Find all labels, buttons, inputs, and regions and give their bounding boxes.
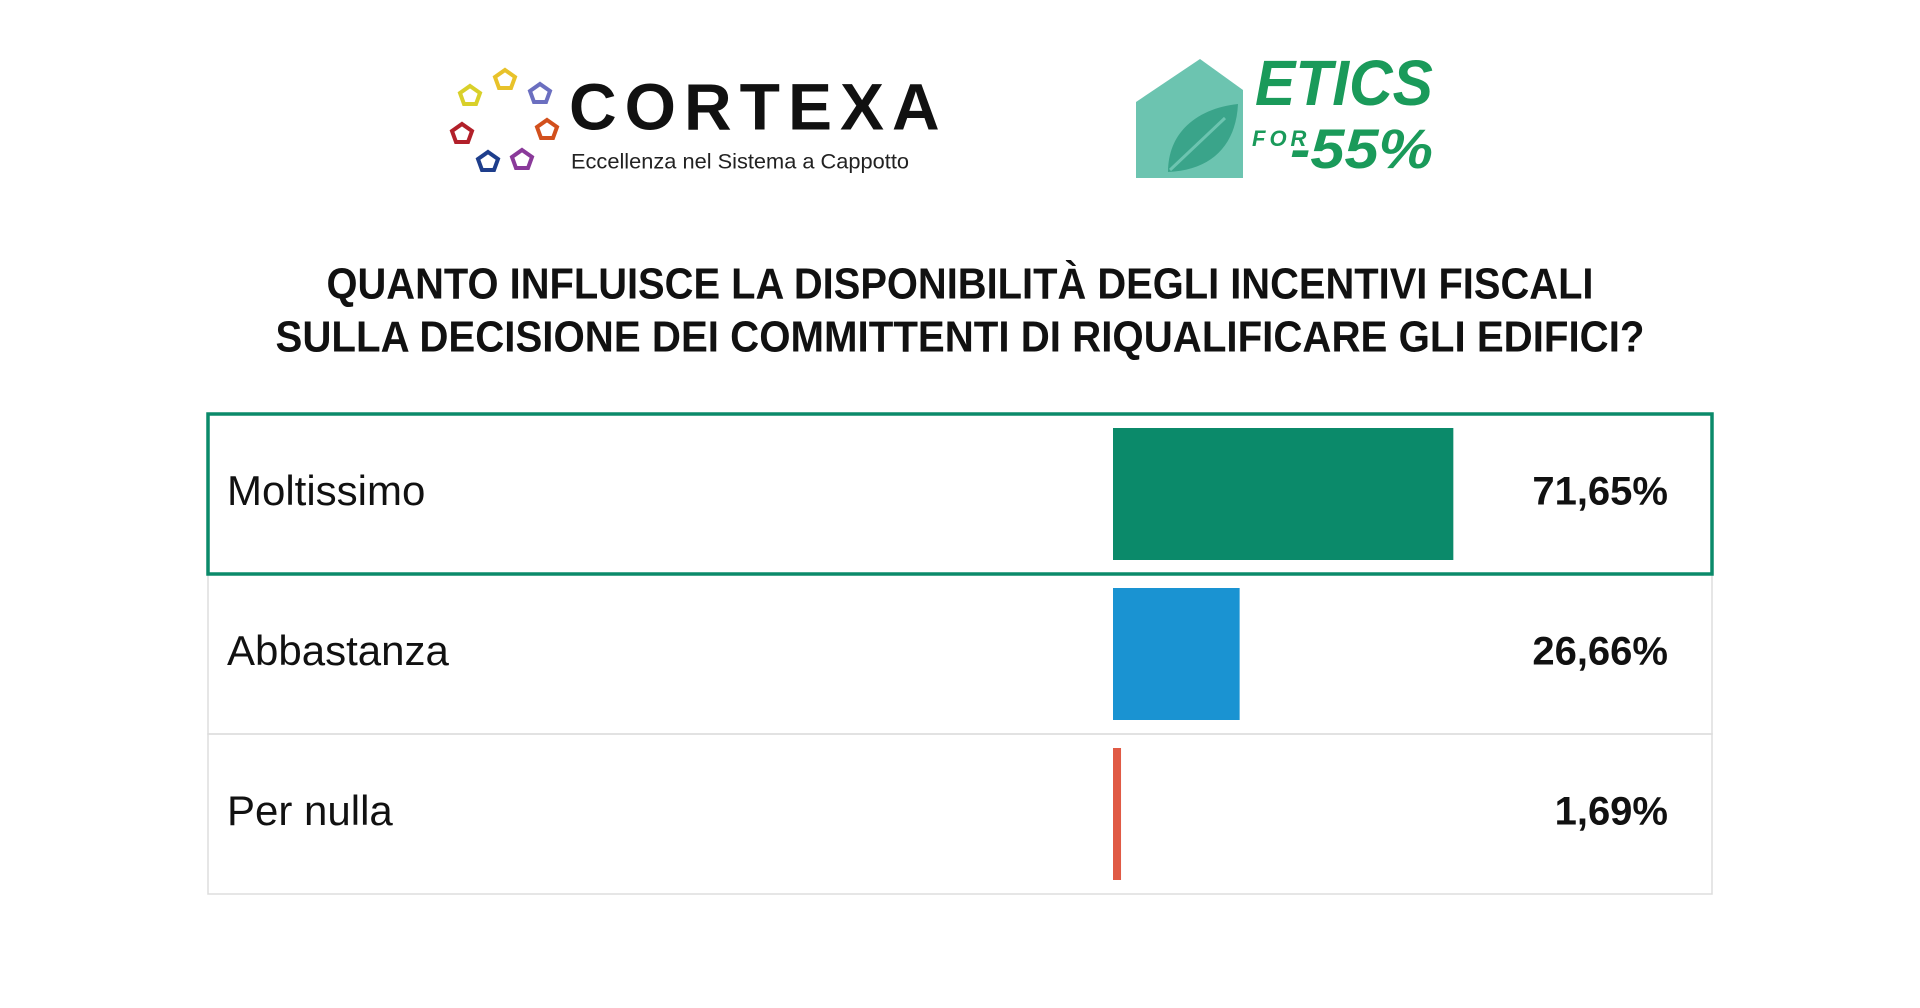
- bar: [1113, 588, 1240, 720]
- etics-target: -55%: [1290, 117, 1433, 180]
- etics-logo: [1136, 59, 1243, 178]
- category-label: Per nulla: [227, 787, 393, 834]
- value-label: 71,65%: [1532, 470, 1668, 514]
- bar: [1113, 748, 1122, 880]
- highlight: [206, 412, 1714, 576]
- cortexa-tagline: Eccellenza nel Sistema a Cappotto: [571, 151, 909, 174]
- row: [207, 733, 1713, 895]
- cortexa-logo: [449, 67, 560, 172]
- row: [207, 413, 1713, 575]
- etics-title: ETICS: [1255, 47, 1433, 119]
- chart-title: QUANTO INFLUISCE LA DISPONIBILITÀ DEGLI …: [327, 259, 1594, 309]
- bar: [1113, 428, 1454, 560]
- etics-for: FOR: [1252, 126, 1310, 151]
- category-label: Abbastanza: [227, 627, 449, 674]
- chart-title: SULLA DECISIONE DEI COMMITTENTI DI RIQUA…: [276, 313, 1645, 362]
- category-label: Moltissimo: [227, 467, 425, 514]
- cortexa-name: CORTEXA: [569, 69, 948, 143]
- value-label: 1,69%: [1555, 790, 1668, 834]
- value-label: 26,66%: [1532, 630, 1668, 674]
